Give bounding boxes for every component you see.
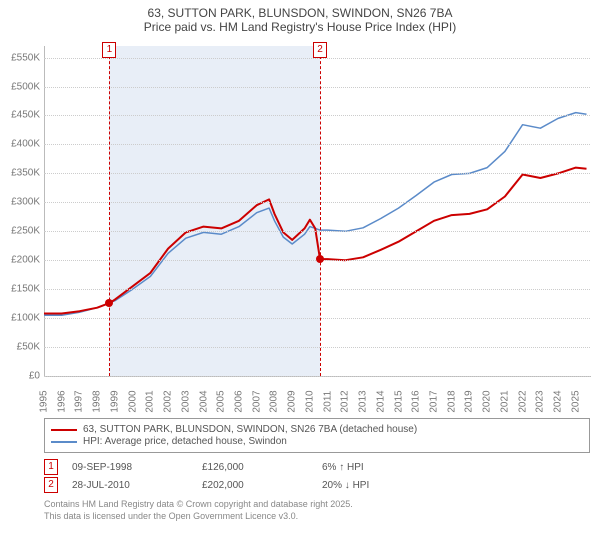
x-tick-label: 2025 xyxy=(570,390,581,412)
legend-sale-date: 28-JUL-2010 xyxy=(72,480,202,491)
y-tick-label: £550K xyxy=(0,52,40,63)
x-tick-label: 2007 xyxy=(251,390,262,412)
x-tick-label: 2020 xyxy=(482,390,493,412)
chart-container: £0 £50K £100K £150K £200K £250K £300K £350K £400… xyxy=(0,38,600,418)
sale-vline xyxy=(109,46,110,376)
y-tick-label: £450K xyxy=(0,110,40,121)
x-tick-label: 2015 xyxy=(393,390,404,412)
legend-sale-marker: 1 xyxy=(44,459,58,475)
footer-line-1: Contains HM Land Registry data © Crown c… xyxy=(44,499,590,511)
x-tick-label: 2004 xyxy=(198,390,209,412)
legend-swatch xyxy=(51,429,77,431)
y-tick-label: £500K xyxy=(0,81,40,92)
legend-sale-diff: 20% ↓ HPI xyxy=(322,480,442,491)
title-line-2: Price paid vs. HM Land Registry's House … xyxy=(4,20,596,34)
title-line-1: 63, SUTTON PARK, BLUNSDON, SWINDON, SN26… xyxy=(4,6,596,20)
y-gridline xyxy=(44,115,590,116)
series-legend: 63, SUTTON PARK, BLUNSDON, SWINDON, SN26… xyxy=(44,418,590,453)
footer-attribution: Contains HM Land Registry data © Crown c… xyxy=(44,499,590,522)
x-tick-label: 2021 xyxy=(499,390,510,412)
y-gridline xyxy=(44,87,590,88)
x-tick-label: 2011 xyxy=(322,391,333,413)
legend-area: 63, SUTTON PARK, BLUNSDON, SWINDON, SN26… xyxy=(44,418,590,493)
x-tick-label: 2009 xyxy=(287,390,298,412)
legend-sale-row: 1 09-SEP-1998£126,0006% ↑ HPI xyxy=(44,459,590,475)
legend-swatch xyxy=(51,441,77,443)
x-tick-label: 2018 xyxy=(446,390,457,412)
legend-sale-price: £126,000 xyxy=(202,462,322,473)
y-gridline xyxy=(44,318,590,319)
legend-label: HPI: Average price, detached house, Swin… xyxy=(83,436,287,447)
legend-sale-marker: 2 xyxy=(44,477,58,493)
footer-line-2: This data is licensed under the Open Gov… xyxy=(44,511,590,523)
chart-lines xyxy=(44,46,590,376)
y-gridline xyxy=(44,289,590,290)
x-tick-label: 1999 xyxy=(109,390,120,412)
x-tick-label: 2023 xyxy=(535,390,546,412)
x-tick-label: 2010 xyxy=(304,390,315,412)
y-tick-label: £100K xyxy=(0,313,40,324)
sale-vline xyxy=(320,46,321,376)
y-gridline xyxy=(44,173,590,174)
x-tick-label: 2017 xyxy=(429,390,440,412)
y-gridline xyxy=(44,144,590,145)
y-gridline xyxy=(44,376,590,377)
y-gridline xyxy=(44,347,590,348)
sale-dot xyxy=(105,299,113,307)
x-tick-label: 2003 xyxy=(180,390,191,412)
y-tick-label: £350K xyxy=(0,168,40,179)
x-tick-label: 2014 xyxy=(375,390,386,412)
y-tick-label: £50K xyxy=(0,342,40,353)
x-tick-label: 2024 xyxy=(553,390,564,412)
x-tick-label: 2008 xyxy=(269,390,280,412)
sales-legend: 1 09-SEP-1998£126,0006% ↑ HPI 2 28-JUL-2010… xyxy=(44,459,590,493)
property-line xyxy=(44,168,587,314)
y-tick-label: £0 xyxy=(0,371,40,382)
y-gridline xyxy=(44,202,590,203)
legend-sale-row: 2 28-JUL-2010£202,00020% ↓ HPI xyxy=(44,477,590,493)
y-tick-label: £150K xyxy=(0,284,40,295)
x-tick-label: 1996 xyxy=(56,390,67,412)
sale-marker-box: 2 xyxy=(313,42,327,58)
y-tick-label: £400K xyxy=(0,139,40,150)
x-tick-label: 2016 xyxy=(411,390,422,412)
y-tick-label: £200K xyxy=(0,255,40,266)
x-tick-label: 2019 xyxy=(464,390,475,412)
x-tick-label: 1995 xyxy=(39,390,50,412)
sale-marker-box: 1 xyxy=(102,42,116,58)
hpi-line xyxy=(44,113,587,316)
x-tick-label: 2006 xyxy=(234,390,245,412)
y-gridline xyxy=(44,231,590,232)
x-tick-label: 2005 xyxy=(216,390,227,412)
legend-series-row: HPI: Average price, detached house, Swin… xyxy=(51,436,583,447)
x-tick-label: 2002 xyxy=(163,390,174,412)
x-tick-label: 1997 xyxy=(74,390,85,412)
legend-sale-date: 09-SEP-1998 xyxy=(72,462,202,473)
legend-series-row: 63, SUTTON PARK, BLUNSDON, SWINDON, SN26… xyxy=(51,424,583,435)
x-tick-label: 2013 xyxy=(358,390,369,412)
y-tick-label: £250K xyxy=(0,226,40,237)
x-tick-label: 2012 xyxy=(340,390,351,412)
sale-dot xyxy=(316,255,324,263)
x-tick-label: 2000 xyxy=(127,390,138,412)
y-tick-label: £300K xyxy=(0,197,40,208)
x-tick-label: 2022 xyxy=(517,390,528,412)
x-tick-label: 2001 xyxy=(145,390,156,412)
legend-sale-price: £202,000 xyxy=(202,480,322,491)
legend-sale-diff: 6% ↑ HPI xyxy=(322,462,442,473)
legend-label: 63, SUTTON PARK, BLUNSDON, SWINDON, SN26… xyxy=(83,424,417,435)
chart-title: 63, SUTTON PARK, BLUNSDON, SWINDON, SN26… xyxy=(0,0,600,38)
x-tick-label: 1998 xyxy=(92,390,103,412)
